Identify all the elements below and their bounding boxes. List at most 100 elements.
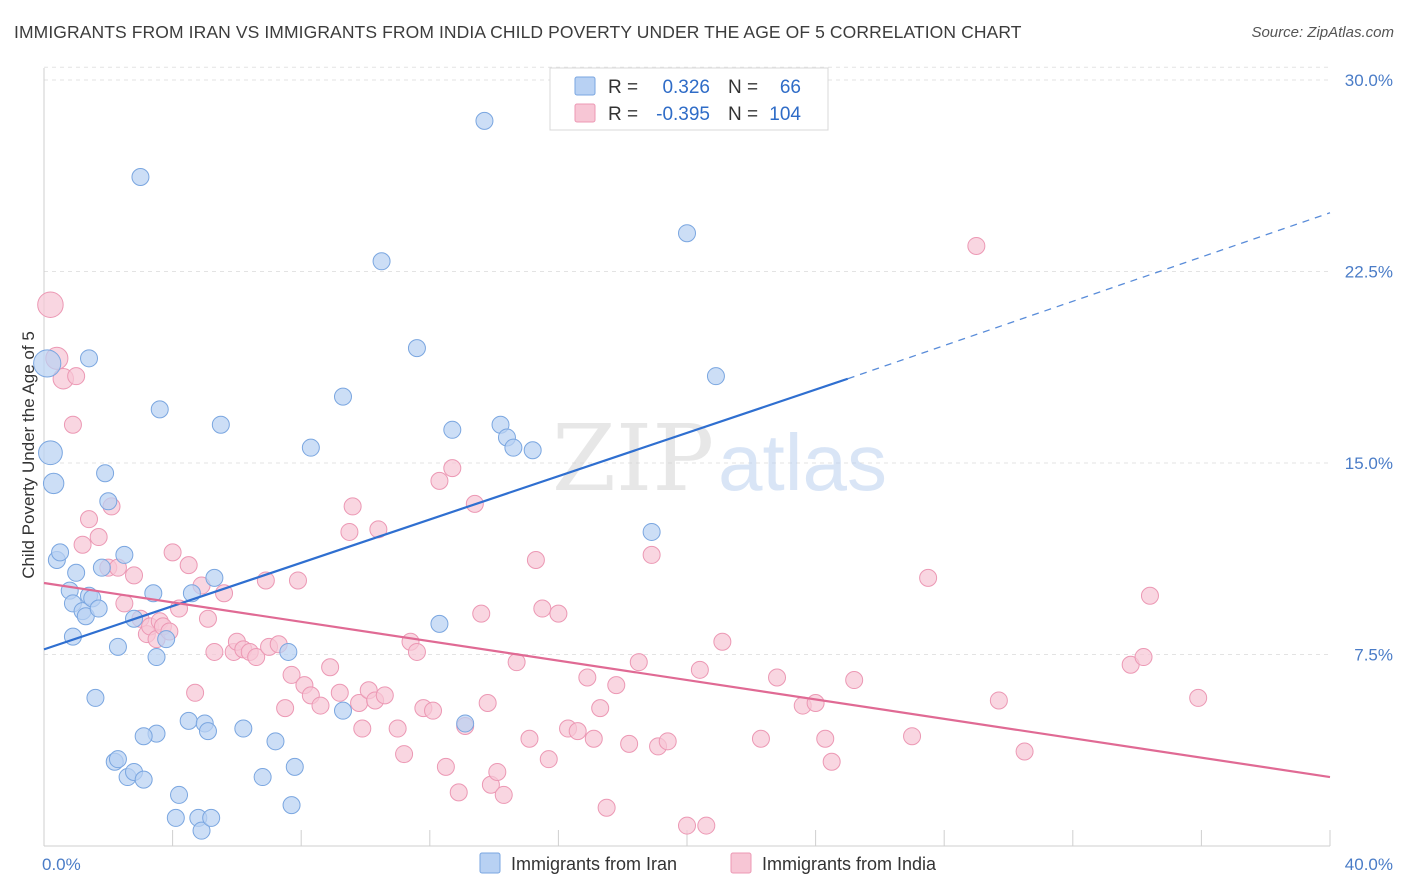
india-point-81 [607, 676, 626, 695]
y-tick-label-0: 7.5% [1354, 646, 1393, 665]
india-point-5 [73, 535, 92, 554]
iran-point-66 [706, 367, 725, 386]
iran-point-57 [443, 420, 462, 439]
legend-r-value-india: -0.395 [656, 104, 710, 125]
watermark-zip: ZIP [552, 405, 714, 512]
india-point-70 [520, 729, 539, 748]
india-point-7 [89, 528, 108, 547]
india-point-57 [424, 701, 443, 720]
watermark: ZIP atlas [552, 405, 887, 512]
india-point-72 [533, 599, 552, 618]
iran-point-53 [333, 701, 352, 720]
iran-point-58 [456, 714, 475, 733]
india-point-4 [67, 367, 86, 386]
bottom-legend-swatch-india [730, 852, 752, 874]
iran-point-13 [89, 599, 108, 618]
india-point-0 [37, 291, 64, 318]
india-point-94 [806, 694, 825, 713]
legend: R = 0.326 N = 66 R = -0.395 N = 104 [549, 67, 829, 131]
india-point-96 [822, 752, 841, 771]
india-point-11 [115, 594, 134, 613]
india-trend-line [43, 581, 1331, 779]
india-point-6 [80, 510, 99, 529]
india-point-88 [690, 660, 709, 679]
india-point-90 [713, 632, 732, 651]
india-point-105 [1140, 586, 1159, 605]
india-point-77 [578, 668, 597, 687]
india-point-104 [1134, 648, 1153, 667]
india-point-74 [549, 604, 568, 623]
india-point-45 [343, 497, 362, 516]
india-point-61 [449, 783, 468, 802]
iran-point-17 [92, 558, 111, 577]
bottom-legend-label-iran: Immigrants from Iran [511, 854, 677, 874]
iran-point-42 [211, 415, 230, 434]
legend-n-label-india: N = [728, 104, 758, 125]
india-point-42 [321, 658, 340, 677]
india-point-53 [395, 745, 414, 764]
trend-lines [43, 212, 1331, 779]
india-point-83 [629, 653, 648, 672]
india-point-86 [658, 732, 677, 751]
india-point-65 [478, 694, 497, 713]
iran-point-25 [157, 630, 176, 649]
bottom-legend-label-india: Immigrants from India [762, 854, 937, 874]
india-point-102 [1015, 742, 1034, 761]
iran-point-62 [504, 438, 523, 457]
india-point-64 [472, 604, 491, 623]
iran-point-47 [266, 732, 285, 751]
iran-point-1 [38, 440, 63, 466]
iran-point-56 [430, 614, 449, 633]
iran-point-4 [51, 543, 70, 562]
iran-point-45 [234, 719, 253, 738]
legend-swatch-india [574, 103, 596, 123]
iran-point-29 [108, 750, 127, 769]
india-point-32 [247, 648, 266, 667]
iran-point-34 [170, 785, 189, 804]
legend-r-label-india: R = [608, 104, 638, 125]
india-point-71 [526, 551, 545, 570]
india-point-3 [63, 415, 82, 434]
iran-point-19 [108, 637, 127, 656]
iran-point-41 [205, 568, 224, 587]
iran-point-15 [96, 464, 115, 483]
india-point-41 [311, 696, 330, 715]
india-point-51 [375, 686, 394, 705]
iran-point-54 [372, 252, 391, 271]
india-point-60 [443, 459, 462, 478]
iran-point-63 [523, 441, 542, 460]
india-point-58 [430, 471, 449, 490]
iran-point-55 [407, 339, 426, 358]
india-point-27 [215, 584, 234, 603]
y-tick-label-1: 15.0% [1345, 454, 1393, 473]
india-point-98 [903, 727, 922, 746]
legend-r-value-iran: 0.326 [662, 77, 710, 98]
legend-n-value-india: 104 [769, 104, 801, 125]
iran-point-36 [166, 808, 185, 827]
india-point-22 [179, 556, 198, 575]
iran-point-39 [202, 808, 221, 827]
iran-point-65 [678, 224, 696, 243]
india-point-92 [768, 668, 787, 687]
legend-r-label-iran: R = [608, 77, 638, 98]
iran-point-24 [150, 400, 169, 419]
iran-point-33 [86, 688, 105, 707]
iran-point-2 [42, 472, 65, 495]
legend-n-label-iran: N = [728, 77, 758, 98]
iran-point-32 [134, 770, 153, 789]
india-point-106 [1189, 688, 1208, 707]
india-point-37 [282, 665, 301, 684]
india-point-82 [620, 734, 639, 753]
india-point-12 [125, 566, 144, 585]
india-point-47 [353, 719, 372, 738]
iran-point-0 [33, 349, 62, 378]
india-point-67 [488, 762, 507, 781]
india-point-99 [919, 568, 938, 587]
iran-point-27 [134, 727, 153, 746]
iran-point-51 [301, 438, 320, 457]
india-point-43 [330, 683, 349, 702]
india-point-68 [494, 785, 513, 804]
source-label: Source: ZipAtlas.com [1251, 24, 1394, 41]
iran-point-23 [147, 648, 166, 667]
